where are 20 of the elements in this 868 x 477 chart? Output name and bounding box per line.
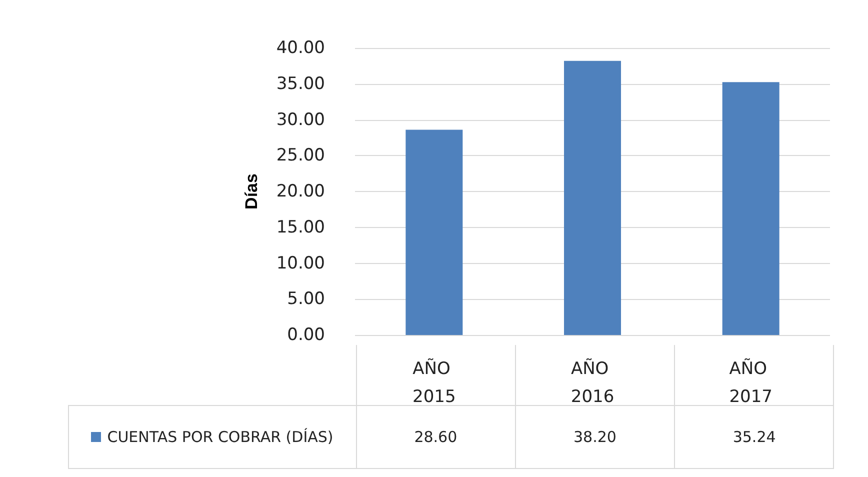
y-axis-title: Días [242, 174, 261, 210]
x-tick-label: AÑO 2016 [570, 358, 614, 407]
y-tick-label: 40.00 [276, 38, 325, 58]
y-tick-label: 0.00 [287, 325, 325, 345]
y-tick-label: 15.00 [276, 217, 325, 238]
data-label: 28.60 [356, 406, 516, 468]
data-label: 38.20 [515, 406, 675, 468]
y-tick-label: 5.00 [287, 289, 325, 310]
bar [564, 60, 621, 335]
y-tick-label: 10.00 [276, 253, 325, 274]
y-tick-label: 30.00 [276, 110, 325, 130]
data-label: 35.24 [674, 406, 834, 468]
x-tick-label: AÑO 2017 [729, 358, 772, 407]
bar [722, 82, 780, 335]
y-tick-label: 25.00 [276, 146, 325, 166]
y-tick-label: 35.00 [276, 74, 325, 94]
x-tick-label: AÑO 2015 [412, 358, 456, 407]
legend-label: CUENTAS POR COBRAR (DÍAS) [68, 406, 356, 468]
bar [406, 130, 463, 335]
y-tick-label: 20.00 [276, 182, 325, 202]
